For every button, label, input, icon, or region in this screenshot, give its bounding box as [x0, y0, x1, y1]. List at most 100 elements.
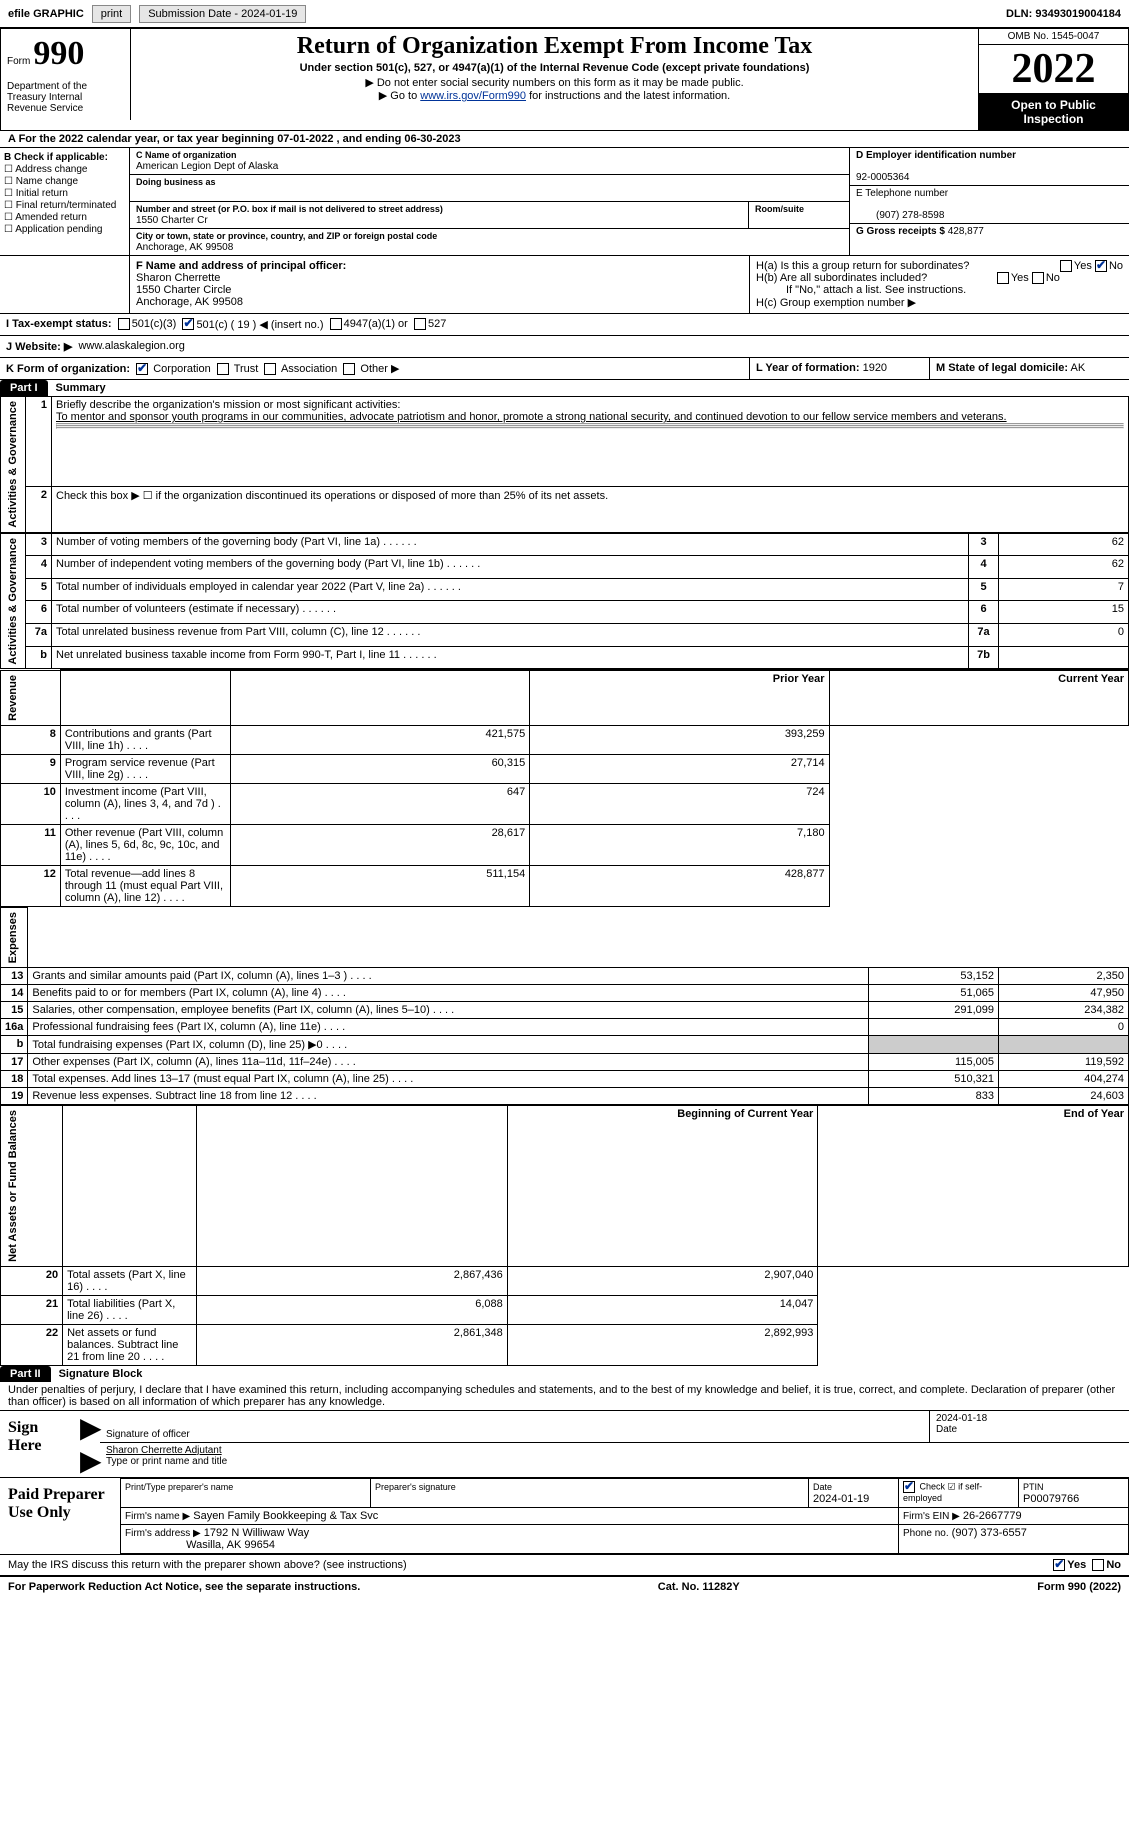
- chk-name[interactable]: ☐ Name change: [4, 176, 125, 187]
- ptin: P00079766: [1023, 1493, 1079, 1505]
- discuss-yes[interactable]: [1053, 1559, 1065, 1571]
- prep-date: 2024-01-19: [813, 1493, 869, 1505]
- ha-yes[interactable]: [1060, 260, 1072, 272]
- k-corp[interactable]: [136, 363, 148, 375]
- chk-initial[interactable]: ☐ Initial return: [4, 188, 125, 199]
- self-emp-check[interactable]: [903, 1481, 915, 1493]
- g-cell: G Gross receipts $ 428,877: [850, 224, 1129, 239]
- i-4947[interactable]: [330, 318, 342, 330]
- submission-date-button[interactable]: Submission Date - 2024-01-19: [139, 5, 306, 23]
- note-post: for instructions and the latest informat…: [526, 90, 730, 102]
- print-button[interactable]: print: [92, 5, 131, 23]
- l-lbl: L Year of formation:: [756, 362, 860, 374]
- line2: Check this box ▶ ☐ if the organization d…: [52, 486, 1129, 532]
- title-right: OMB No. 1545-0047 2022 Open to Public In…: [978, 29, 1128, 130]
- summary-row: 7aTotal unrelated business revenue from …: [1, 624, 1129, 647]
- vlabel-net: Net Assets or Fund Balances: [5, 1108, 21, 1264]
- year-formed: 1920: [863, 362, 887, 374]
- discuss-no[interactable]: [1092, 1559, 1104, 1571]
- officer-addr1: 1550 Charter Circle: [136, 284, 231, 296]
- k-cell: K Form of organization: Corporation Trus…: [0, 358, 749, 379]
- i-527[interactable]: [414, 318, 426, 330]
- l-cell: L Year of formation: 1920: [749, 358, 929, 379]
- c-street-cell: Number and street (or P.O. box if mail i…: [130, 202, 749, 229]
- h-c: H(c) Group exemption number ▶: [756, 296, 1123, 309]
- revenue-row: 10Investment income (Part VIII, column (…: [1, 783, 1129, 824]
- k-assoc[interactable]: [264, 363, 276, 375]
- page-footer: For Paperwork Reduction Act Notice, see …: [0, 1577, 1129, 1597]
- k-trust[interactable]: [217, 363, 229, 375]
- net-row: 22Net assets or fund balances. Subtract …: [1, 1324, 1129, 1365]
- f-lbl: F Name and address of principal officer:: [136, 260, 346, 272]
- officer-name: Sharon Cherrette: [136, 272, 220, 284]
- i-501c[interactable]: [182, 318, 194, 330]
- expense-row: bTotal fundraising expenses (Part IX, co…: [1, 1035, 1129, 1053]
- prep-date-lbl: Date: [813, 1482, 832, 1492]
- chk-amended[interactable]: ☐ Amended return: [4, 212, 125, 223]
- sig-name-lbl: Type or print name and title: [106, 1456, 227, 1467]
- sig-officer-lbl: Signature of officer: [100, 1411, 929, 1443]
- department-label: Department of the Treasury Internal Reve…: [7, 81, 124, 114]
- omb-number: OMB No. 1545-0047: [979, 29, 1128, 45]
- k-other[interactable]: [343, 363, 355, 375]
- chk-address[interactable]: ☐ Address change: [4, 164, 125, 175]
- ha-no[interactable]: [1095, 260, 1107, 272]
- part1-tab: Part I: [0, 380, 48, 396]
- hb-yes[interactable]: [997, 272, 1009, 284]
- d-cell: D Employer identification number 92-0005…: [850, 148, 1129, 186]
- note-pre: ▶ Go to: [379, 90, 420, 102]
- j-lbl: J Website: ▶: [6, 340, 72, 353]
- vlabel-rev: Revenue: [5, 673, 21, 723]
- footer-mid: Cat. No. 11282Y: [658, 1581, 740, 1593]
- irs-link[interactable]: www.irs.gov/Form990: [420, 90, 526, 102]
- sig-name-row: Sharon Cherrette Adjutant Type or print …: [100, 1443, 1129, 1469]
- summary-row: 5Total number of individuals employed in…: [1, 578, 1129, 601]
- part1-header: Part I Summary: [0, 380, 1129, 396]
- hb-no[interactable]: [1032, 272, 1044, 284]
- revenue-row: 11Other revenue (Part VIII, column (A), …: [1, 824, 1129, 865]
- f-cell: F Name and address of principal officer:…: [130, 256, 749, 313]
- chk-final[interactable]: ☐ Final return/terminated: [4, 200, 125, 211]
- chk-pending[interactable]: ☐ Application pending: [4, 224, 125, 235]
- h-a: H(a) Is this a group return for subordin…: [756, 260, 1123, 272]
- hdr-prior: Prior Year: [530, 670, 829, 725]
- h-b-note: If "No," attach a list. See instructions…: [756, 284, 1123, 296]
- net-row: 20Total assets (Part X, line 16) . . . .…: [1, 1266, 1129, 1295]
- state-domicile: AK: [1070, 362, 1085, 374]
- street: 1550 Charter Cr: [136, 215, 208, 226]
- footer-left: For Paperwork Reduction Act Notice, see …: [8, 1581, 360, 1593]
- sign-here-row: Sign Here ▶▶ Signature of officer 2024-0…: [0, 1411, 1129, 1478]
- part1-title: Summary: [48, 380, 114, 396]
- prep-sig-lbl: Preparer's signature: [375, 1482, 456, 1492]
- phone-lbl: Phone no.: [903, 1528, 949, 1539]
- form-990-page: efile GRAPHIC print Submission Date - 20…: [0, 0, 1129, 1597]
- firm-addr2: Wasilla, AK 99654: [186, 1539, 275, 1551]
- d-lbl: D Employer identification number: [856, 150, 1016, 161]
- firm-name: Sayen Family Bookkeeping & Tax Svc: [193, 1510, 378, 1522]
- discuss-row: May the IRS discuss this return with the…: [0, 1555, 1129, 1577]
- phone: (907) 278-8598: [856, 210, 944, 221]
- hdr-beg: Beginning of Current Year: [507, 1105, 818, 1266]
- line1-lbl: Briefly describe the organization's miss…: [56, 399, 400, 411]
- firm-addr-lbl: Firm's address ▶: [125, 1528, 201, 1539]
- line-a: A For the 2022 calendar year, or tax yea…: [0, 131, 1129, 148]
- section-bcdeg: B Check if applicable: ☐ Address change …: [0, 148, 1129, 256]
- revenue-row: 12Total revenue—add lines 8 through 11 (…: [1, 865, 1129, 906]
- hdr-curr: Current Year: [829, 670, 1128, 725]
- c-city-lbl: City or town, state or province, country…: [136, 231, 437, 241]
- g-lbl: G Gross receipts $: [856, 226, 945, 237]
- i-501c3[interactable]: [118, 318, 130, 330]
- expense-row: 18Total expenses. Add lines 13–17 (must …: [1, 1070, 1129, 1087]
- c-street-lbl: Number and street (or P.O. box if mail i…: [136, 204, 443, 214]
- c-room-cell: Room/suite: [749, 202, 849, 229]
- sig-date: 2024-01-18: [936, 1413, 987, 1424]
- col-de: D Employer identification number 92-0005…: [849, 148, 1129, 255]
- h-cell: H(a) Is this a group return for subordin…: [749, 256, 1129, 313]
- topbar: efile GRAPHIC print Submission Date - 20…: [0, 0, 1129, 28]
- expense-row: 14Benefits paid to or for members (Part …: [1, 984, 1129, 1001]
- c-city-cell: City or town, state or province, country…: [130, 229, 849, 255]
- vlabel-exp: Expenses: [5, 910, 21, 965]
- m-cell: M State of legal domicile: AK: [929, 358, 1129, 379]
- revenue-row: 9Program service revenue (Part VIII, lin…: [1, 754, 1129, 783]
- summary-row: 4Number of independent voting members of…: [1, 556, 1129, 579]
